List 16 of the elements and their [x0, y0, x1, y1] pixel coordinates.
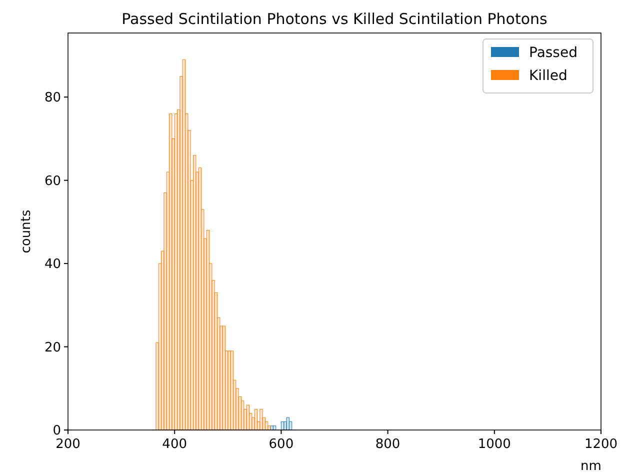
legend-label: Killed: [529, 68, 568, 84]
x-tick-label: 1200: [584, 437, 618, 452]
x-tick-label: 200: [56, 437, 80, 452]
x-tick-label: 600: [268, 437, 294, 452]
x-tick-label: 800: [375, 437, 400, 452]
y-tick-label: 40: [44, 257, 61, 272]
y-tick-label: 80: [44, 90, 61, 106]
chart-title: Passed Scintilation Photons vs Killed Scintilation Photons: [122, 10, 548, 28]
y-axis-title: counts: [19, 210, 34, 254]
y-tick-label: 20: [44, 340, 61, 356]
x-tick-label: 1000: [478, 437, 511, 452]
x-axis-title: nm: [580, 459, 602, 473]
y-tick-label: 0: [52, 424, 61, 438]
y-tick-label: 60: [44, 174, 61, 189]
x-tick-label: 400: [162, 437, 188, 452]
legend-label: Passed: [529, 45, 578, 61]
